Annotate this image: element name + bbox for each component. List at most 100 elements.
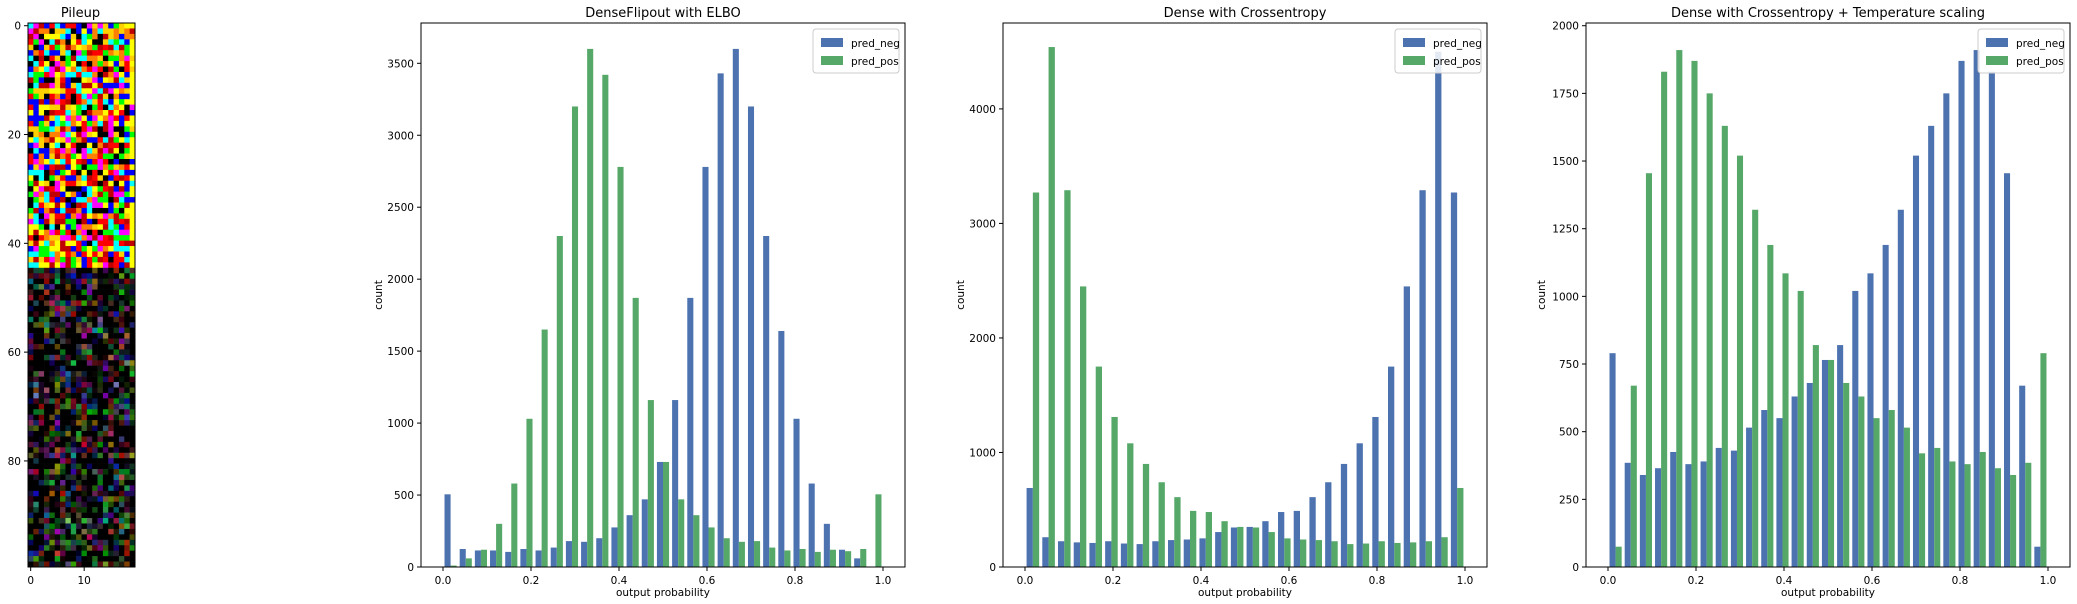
heatmap-cell (92, 316, 98, 323)
x-ticks: 0.0 0.2 0.4 0.6 0.8 1.0 (1017, 567, 1473, 587)
heatmap-cell (70, 474, 77, 481)
heatmap-cell (92, 349, 98, 356)
heatmap-cell (54, 169, 61, 176)
heatmap-cell (33, 305, 39, 312)
heatmap-cell (124, 556, 130, 562)
pred_neg-bar (747, 106, 755, 567)
heatmap-cell (102, 528, 109, 535)
heatmap-cell (118, 534, 125, 541)
heatmap-cell (124, 365, 130, 372)
pred_pos-bar (1949, 461, 1956, 567)
heatmap-cell (129, 246, 136, 252)
heatmap-cell (54, 61, 61, 67)
heatmap-cell (76, 501, 82, 508)
heatmap-cell (102, 71, 109, 78)
heatmap-cell (38, 82, 45, 89)
heatmap-cell (65, 360, 72, 367)
heatmap-cell (124, 333, 130, 339)
heatmap-cell (54, 534, 61, 541)
heatmap-cell (76, 398, 82, 405)
heatmap-cell (81, 414, 88, 421)
heatmap-cell (102, 180, 109, 187)
heatmap-cell (28, 71, 34, 78)
heatmap-cell (70, 50, 77, 56)
heatmap-cell (113, 528, 120, 535)
heatmap-cell (102, 425, 109, 432)
heatmap-cell (92, 77, 98, 84)
heatmap-cell (49, 496, 56, 503)
heatmap-cell (33, 137, 39, 143)
heatmap-cell (108, 534, 114, 541)
heatmap-cell (70, 44, 77, 51)
heatmap-cell (76, 55, 82, 62)
heatmap-cell (54, 305, 61, 312)
heatmap-cell (102, 186, 109, 192)
heatmap-cell (44, 191, 50, 198)
heatmap-cell (54, 550, 61, 557)
pred_neg-bar (1746, 427, 1753, 567)
heatmap-cell (86, 120, 93, 127)
heatmap-cell (81, 180, 88, 187)
heatmap-cell (92, 490, 98, 497)
heatmap-cell (28, 33, 34, 40)
heatmap-cell (118, 88, 125, 95)
heatmap-cell (28, 376, 34, 383)
heatmap-cell (44, 376, 50, 383)
heatmap-cell (108, 528, 114, 535)
heatmap-cell (33, 409, 39, 415)
heatmap-cell (70, 224, 77, 231)
heatmap-cell (60, 33, 66, 40)
heatmap-cell (129, 528, 136, 535)
heatmap-cell (38, 518, 45, 524)
heatmap-cell (44, 284, 50, 290)
pred_pos-bar (1964, 464, 1971, 567)
heatmap-cell (129, 71, 136, 78)
heatmap-cell (97, 126, 104, 133)
heatmap-cell (124, 235, 130, 241)
heatmap-cell (118, 371, 125, 377)
x-axis-label: output probability (1198, 587, 1292, 599)
heatmap-cell (97, 382, 104, 388)
heatmap-cell (54, 398, 61, 405)
pred_pos-bar (1205, 512, 1212, 567)
heatmap-cell (102, 316, 109, 323)
heatmap-cell (129, 104, 136, 111)
pred_pos-bar (1221, 521, 1228, 567)
heatmap-cell (92, 202, 98, 209)
x-tick-label: 0.8 (787, 575, 804, 587)
heatmap-cell (108, 441, 114, 448)
heatmap-cell (49, 360, 56, 367)
heatmap-cell (124, 458, 130, 464)
heatmap-cell (28, 218, 34, 225)
heatmap-cell (44, 501, 50, 508)
heatmap-cell (108, 376, 114, 383)
heatmap-cell (44, 126, 50, 133)
pred_neg-bar (1042, 537, 1049, 567)
heatmap-cell (70, 409, 77, 415)
heatmap-cell (113, 169, 120, 176)
heatmap-cell (65, 392, 72, 399)
heatmap-cell (49, 246, 56, 252)
heatmap-cell (65, 289, 72, 296)
heatmap-cell (102, 207, 109, 214)
heatmap-cell (38, 474, 45, 481)
heatmap-cell (33, 463, 39, 470)
heatmap-cell (60, 251, 66, 258)
heatmap-cell (92, 305, 98, 312)
heatmap-cell (92, 148, 98, 154)
heatmap-cell (97, 131, 104, 138)
heatmap-cell (102, 33, 109, 40)
heatmap-cell (44, 289, 50, 296)
heatmap-cell (76, 376, 82, 383)
heatmap-cell (65, 246, 72, 252)
heatmap-cell (65, 224, 72, 231)
heatmap-cell (76, 104, 82, 111)
heatmap-cell (54, 403, 61, 410)
heatmap-cell (81, 485, 88, 492)
heatmap-cell (65, 485, 72, 492)
heatmap-cell (118, 289, 125, 296)
heatmap-cell (54, 436, 61, 443)
heatmap-cell (108, 431, 114, 437)
pred_pos-bar (1873, 418, 1880, 567)
